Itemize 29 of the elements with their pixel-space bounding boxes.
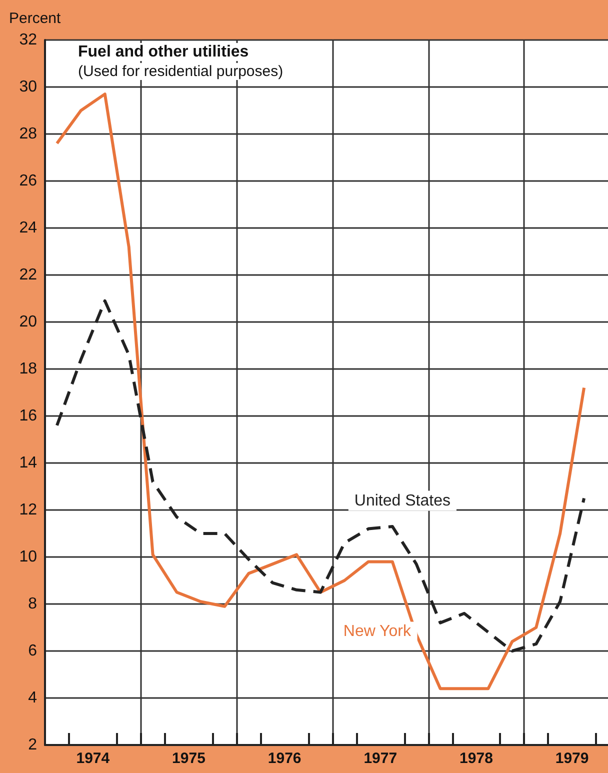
y-tick-label: 2 — [28, 736, 38, 754]
x-tick-label: 1974 — [76, 750, 110, 767]
y-axis-title: Percent — [9, 10, 62, 27]
x-tick-label: 1977 — [364, 750, 398, 767]
series-label: New York — [343, 623, 412, 640]
line-series — [55, 92, 586, 690]
x-tick-label: 1978 — [460, 750, 493, 767]
y-tick-label: 30 — [19, 78, 38, 96]
y-tick-label: 14 — [19, 454, 38, 472]
y-tick-label: 20 — [19, 314, 38, 330]
y-tick-label: 6 — [28, 642, 38, 660]
y-tick-label: 18 — [19, 360, 38, 378]
y-tick-label: 4 — [28, 690, 38, 706]
x-tick-label: 1975 — [172, 750, 206, 767]
y-tick-label: 24 — [19, 220, 38, 236]
line-series — [55, 299, 586, 652]
chart-title: Fuel and other utilities — [78, 44, 249, 60]
series-label: United States — [354, 492, 450, 510]
y-tick-label: 12 — [19, 502, 38, 518]
y-tick-label: 8 — [28, 596, 38, 612]
x-tick-label: 1976 — [268, 750, 302, 767]
y-tick-label: 22 — [19, 266, 38, 284]
y-tick-label: 28 — [19, 126, 38, 142]
x-tick-label: 1979 — [555, 750, 589, 767]
y-tick-label: 16 — [19, 408, 38, 424]
text: (Used for residential purposes) — [78, 63, 284, 80]
y-tick-label: 10 — [19, 548, 38, 566]
y-tick-label: 32 — [19, 32, 38, 48]
y-tick-label: 26 — [19, 172, 38, 190]
